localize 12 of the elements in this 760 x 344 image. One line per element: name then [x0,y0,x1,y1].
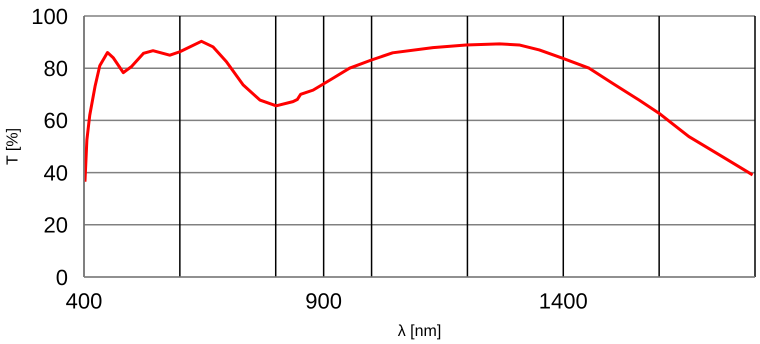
y-tick-label: 40 [44,160,68,186]
x-tick-label: 900 [305,288,342,314]
y-tick-label: 80 [44,56,68,82]
y-tick-label: 60 [44,108,68,134]
line-series [84,40,754,184]
x-tick-label: 1400 [538,288,588,314]
y-tick-label: 20 [44,212,68,238]
x-tick-label: 400 [66,288,102,314]
y-tick-label: 0 [56,264,68,290]
x-axis-title: λ [nm] [398,323,442,340]
y-tick-label: 100 [31,4,68,29]
y-axis-title: T [%] [4,128,22,166]
